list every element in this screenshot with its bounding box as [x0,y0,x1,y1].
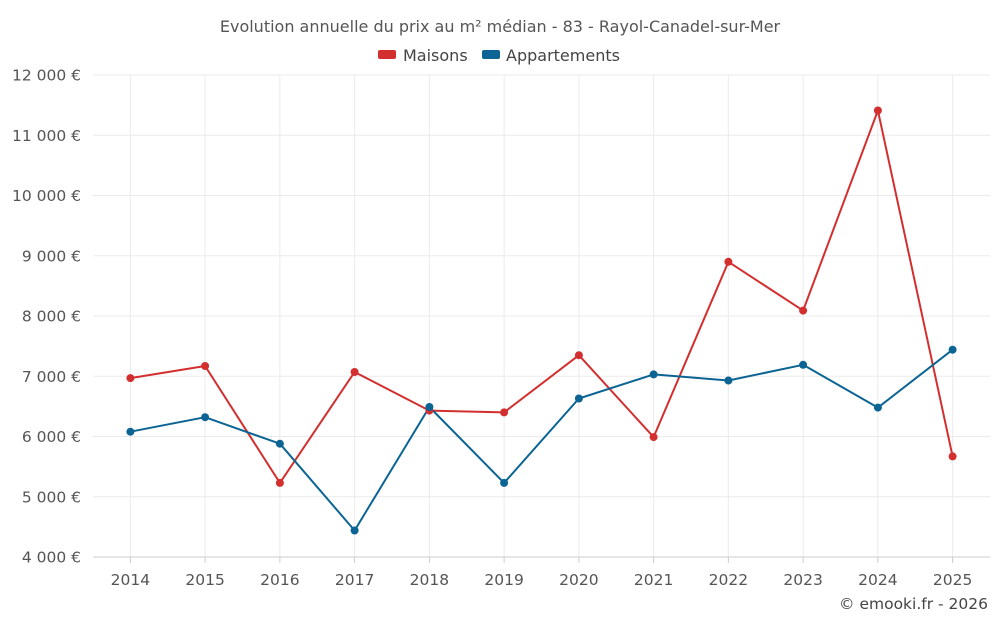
x-tick-label: 2019 [484,571,523,589]
y-tick-label: 8 000 € [22,308,81,326]
data-point-appartements[interactable] [799,360,808,369]
data-point-appartements[interactable] [873,403,882,412]
y-axis: 4 000 € 5 000 € 6 000 € 7 000 € 8 000 € 9 000… [12,67,81,567]
credit-text: © emooki.fr - 2026 [839,595,988,613]
data-point-maisons[interactable] [201,362,210,370]
legend-label-appartements: Appartements [506,46,620,65]
x-tick-label: 2022 [709,571,748,589]
series-line-appartements [130,348,954,532]
x-tick-label: 2014 [111,571,150,589]
data-point-appartements[interactable] [574,394,583,403]
y-tick-label: 4 000 € [22,549,81,567]
x-tick-label: 2023 [783,571,822,589]
legend-swatch-appartements [482,50,500,59]
y-tick-label: 7 000 € [22,368,81,386]
data-point-maisons[interactable] [948,452,957,461]
legend-swatch-maisons [378,50,396,59]
data-point-appartements[interactable] [724,376,733,385]
data-point-maisons[interactable] [649,433,658,442]
x-tick-label: 2020 [559,571,598,589]
x-axis: 2014 2015 2016 2017 2018 2019 2020 2021 2022 2023… [93,556,990,589]
data-point-appartements[interactable] [948,345,957,354]
data-point-appartements[interactable] [500,478,509,487]
chart-title: Evolution annuelle du prix au m² médian … [220,17,781,36]
gridlines [93,74,990,557]
data-point-maisons[interactable] [350,368,359,376]
data-point-maisons[interactable] [724,257,733,266]
data-point-maisons[interactable] [574,351,583,360]
data-point-appartements[interactable] [126,427,135,436]
series-layer [126,106,957,535]
x-tick-label: 2015 [185,571,224,589]
y-tick-label: 12 000 € [12,67,81,85]
x-tick-label: 2016 [260,571,299,589]
x-tick-label: 2017 [335,571,374,589]
y-tick-label: 10 000 € [12,187,81,205]
y-tick-label: 6 000 € [22,428,81,446]
data-point-maisons[interactable] [799,306,808,315]
x-tick-label: 2018 [410,571,449,589]
data-point-appartements[interactable] [425,403,434,411]
x-tick-label: 2021 [634,571,673,589]
data-point-appartements[interactable] [649,370,658,379]
y-tick-label: 5 000 € [22,488,81,506]
series-line-maisons [130,109,954,484]
x-tick-label: 2024 [858,571,897,589]
data-point-maisons[interactable] [275,478,284,487]
data-point-appartements[interactable] [201,413,210,422]
legend-label-maisons: Maisons [403,46,468,65]
data-point-maisons[interactable] [873,106,882,115]
data-point-appartements[interactable] [275,439,284,448]
x-tick-label: 2025 [933,571,972,589]
data-point-appartements[interactable] [350,526,359,535]
legend: Maisons Appartements [378,46,620,65]
data-point-maisons[interactable] [126,374,135,383]
data-point-maisons[interactable] [500,408,509,417]
y-tick-label: 11 000 € [12,127,81,145]
y-tick-label: 9 000 € [22,247,81,265]
